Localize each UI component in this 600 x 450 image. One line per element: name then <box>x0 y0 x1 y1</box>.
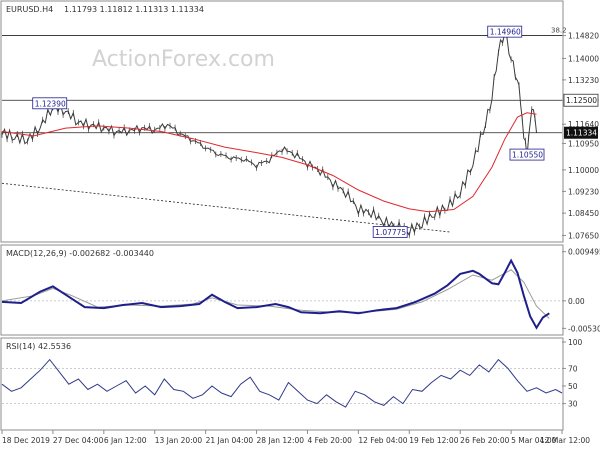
resistance-tag <box>563 93 599 107</box>
time-tick-label: 5 Mar 04:00 <box>511 436 557 445</box>
rsi-title: RSI(14) 42.5536 <box>6 342 71 351</box>
current-price-tag <box>564 126 598 139</box>
price-tick-label: 1.09230 <box>568 187 599 196</box>
annotation-box <box>509 148 545 161</box>
price-tick-label: 1.10000 <box>568 166 599 175</box>
macd-tick-label: -0.005309 <box>568 324 600 333</box>
rsi-tick-label: 70 <box>568 364 578 373</box>
fib-label: 38.2 <box>551 27 567 35</box>
time-tick-label: 28 Jan 12:00 <box>257 436 305 445</box>
time-tick-label: 12 Mar 12:00 <box>540 436 590 445</box>
header-ohlc: 1.11793 1.11812 1.11313 1.11334 <box>64 5 204 14</box>
time-tick-label: 18 Dec 2019 <box>2 436 50 445</box>
time-tick-label: 19 Feb 12:00 <box>409 436 458 445</box>
macd-tick-label: 0.009495 <box>568 248 600 257</box>
rsi-tick-label: 30 <box>568 400 578 409</box>
price-tick-label: 1.08450 <box>568 209 599 218</box>
time-tick-label: 21 Jan 04:00 <box>206 436 254 445</box>
price-tick-label: 1.14820 <box>568 32 599 41</box>
annotation-label: 1.10550 <box>512 151 543 160</box>
annotation-box <box>32 97 68 110</box>
rsi-axis: 100 70 50 30 <box>562 338 583 409</box>
time-axis: 18 Dec 2019 27 Dec 04:00 6 Jan 12:00 13 Jan… <box>1 430 590 445</box>
rsi-panel: RSI(14) 42.5536 100 70 50 30 <box>0 337 583 431</box>
time-tick-label: 12 Feb 04:00 <box>358 436 407 445</box>
price-series <box>1 32 537 237</box>
trendline <box>1 182 451 233</box>
time-tick-label: 13 Jan 20:00 <box>155 436 203 445</box>
macd-line <box>1 258 550 330</box>
macd-signal-line <box>1 269 550 319</box>
price-tick-label: 1.14000 <box>568 54 599 63</box>
annotation-label: 1.12390 <box>35 99 66 108</box>
rsi-panel-frame <box>0 337 564 431</box>
resistance-tag-label: 1.12500 <box>566 96 597 105</box>
annotation-label: 1.07775 <box>375 228 406 237</box>
price-tick-label: 1.07650 <box>568 231 599 240</box>
time-tick-label: 27 Dec 04:00 <box>53 436 104 445</box>
annotation-label: 1.14960 <box>490 28 521 37</box>
rsi-tick-label: 50 <box>568 382 578 391</box>
time-tick-label: 26 Feb 20:00 <box>460 436 509 445</box>
time-tick-label: 4 Feb 20:00 <box>307 436 352 445</box>
annotation-box <box>487 25 523 38</box>
rsi-tick-label: 100 <box>568 338 583 347</box>
current-price-label: 1.11334 <box>566 129 597 138</box>
price-tick-label: 1.11640 <box>568 120 599 129</box>
rsi-line <box>1 358 563 408</box>
moving-average <box>1 112 537 213</box>
macd-layer <box>1 258 562 330</box>
macd-panel: MACD(12,26,9) -0.002682 -0.003440 0.0094… <box>0 244 600 336</box>
price-tick-label: 1.10950 <box>568 139 599 148</box>
price-tick-label: 1.13230 <box>568 76 599 85</box>
price-layer: 38.2 1.12500 1.11334 1.14960 1.12390 1.10550 1… <box>1 25 599 239</box>
macd-panel-frame <box>0 244 564 336</box>
macd-tick-label: 0.00 <box>568 297 585 306</box>
watermark: ActionForex.com <box>92 47 275 72</box>
header-symbol: EURUSD.H4 <box>6 5 53 14</box>
time-tick-label: 6 Jan 12:00 <box>104 436 147 445</box>
rsi-layer <box>1 358 563 408</box>
price-panel-frame <box>0 0 564 243</box>
macd-title: MACD(12,26,9) -0.002682 -0.003440 <box>6 249 154 258</box>
price-panel: EURUSD.H4 1.11793 1.11812 1.11313 1.1133… <box>0 0 599 243</box>
annotation-box <box>372 226 408 238</box>
macd-axis: 0.009495 0.00 -0.005309 <box>562 248 600 333</box>
